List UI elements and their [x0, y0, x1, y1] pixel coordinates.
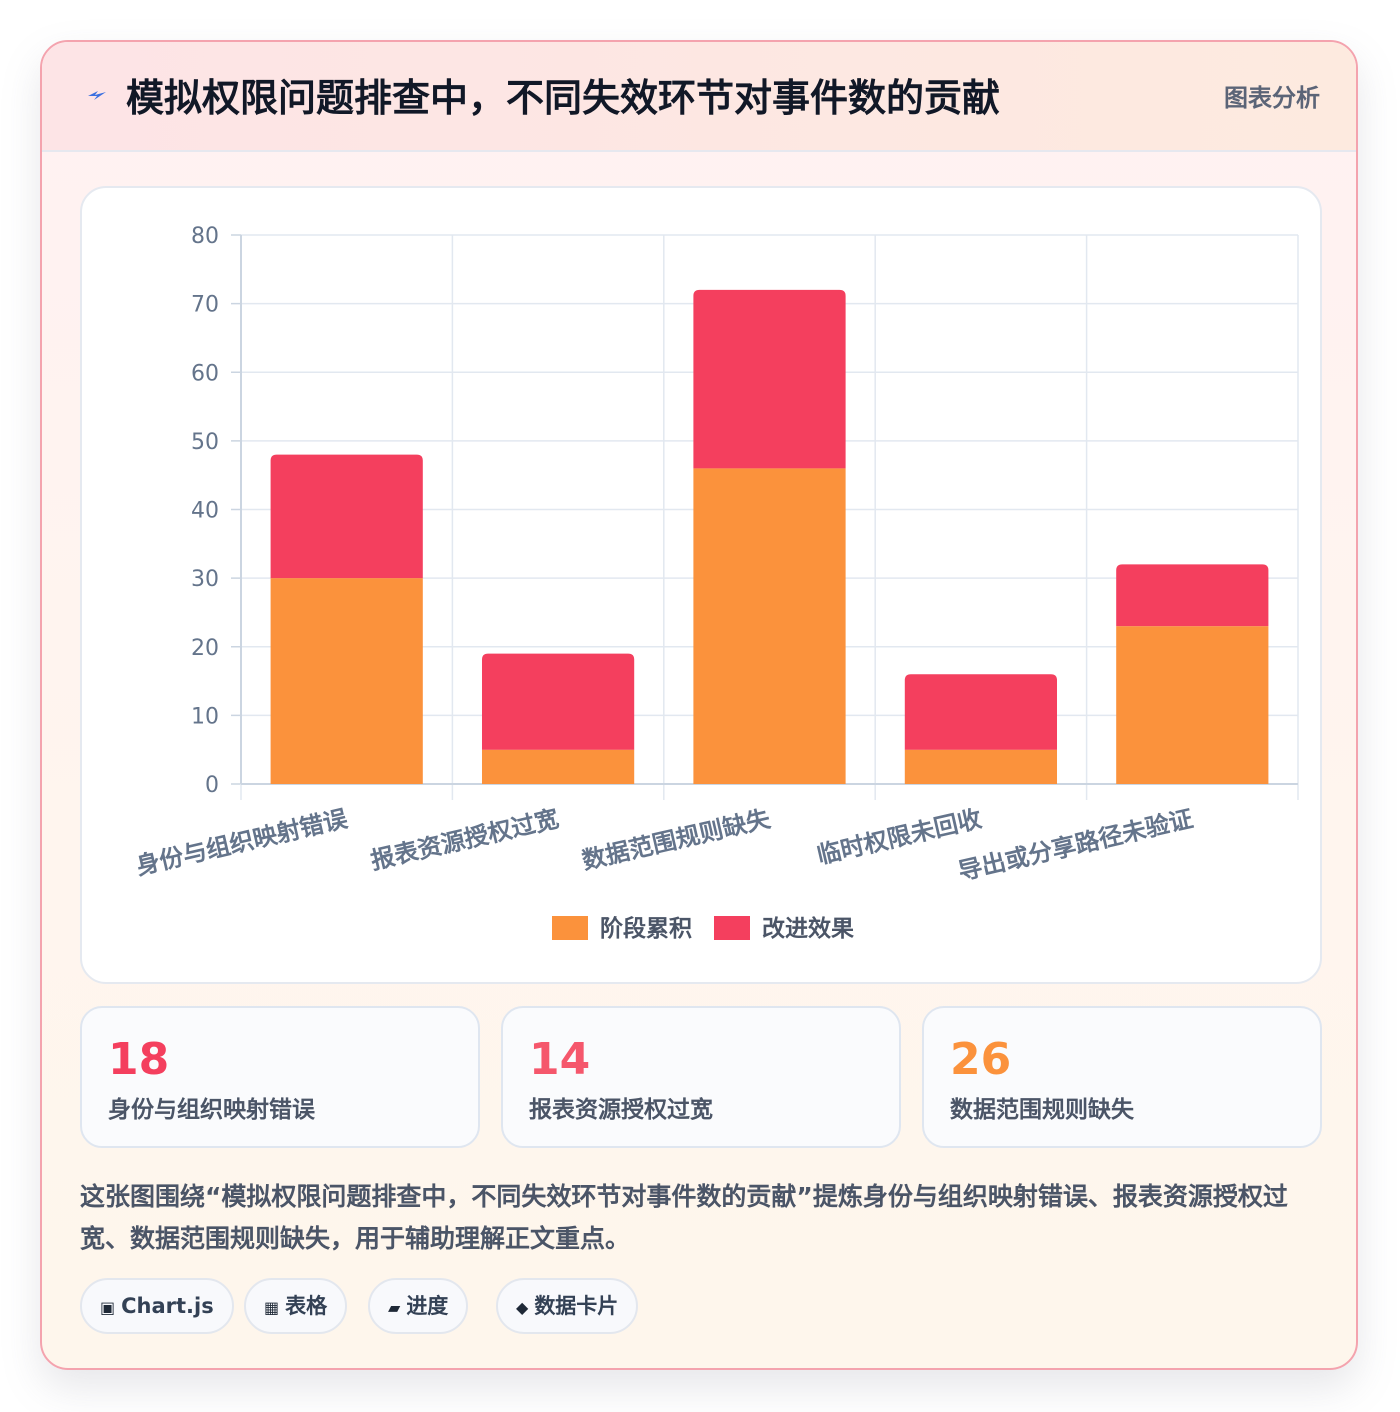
bar-segment [904, 749, 1058, 784]
y-tick-label: 50 [191, 430, 219, 455]
page-title: 模拟权限问题排查中，不同失效环节对事件数的贡献 [126, 76, 1001, 120]
y-tick-label: 70 [191, 293, 219, 318]
stat-card-2: 14 报表资源授权过宽 [501, 1006, 901, 1148]
y-tick-label: 80 [191, 224, 219, 249]
stat-label: 数据范围规则缺失 [950, 1097, 1134, 1123]
stat-value: 26 [950, 1034, 1012, 1085]
progress-icon: ▰ [388, 1298, 401, 1317]
chip-chartjs[interactable]: ▣ Chart.js [80, 1278, 234, 1334]
bar-segment [270, 578, 423, 784]
stat-card-1: 18 身份与组织映射错误 [80, 1006, 480, 1148]
x-tick-label: 数据范围规则缺失 [579, 804, 773, 875]
card-header: 模拟权限问题排查中，不同失效环节对事件数的贡献 图表分析 [42, 42, 1356, 152]
y-tick-label: 20 [191, 636, 219, 661]
y-tick-label: 0 [205, 773, 219, 798]
table-icon: ▦ [264, 1298, 280, 1317]
chip-label: Chart.js [121, 1294, 214, 1318]
chip-table[interactable]: ▦ 表格 [244, 1278, 348, 1334]
chip-progress[interactable]: ▰ 进度 [368, 1278, 469, 1334]
stat-label: 身份与组织映射错误 [108, 1097, 315, 1123]
y-tick-label: 60 [191, 361, 219, 386]
chip-label: 进度 [406, 1294, 449, 1318]
summary-text: 这张图围绕“模拟权限问题排查中，不同失效环节对事件数的贡献”提炼身份与组织映射错… [80, 1182, 1288, 1253]
diamond-icon: ◆ [516, 1298, 529, 1317]
header-tag: 图表分析 [1224, 84, 1320, 112]
x-tick-label: 报表资源授权过宽 [368, 805, 561, 875]
bar-segment [904, 674, 1058, 750]
x-tick-label: 身份与组织映射错误 [133, 804, 351, 880]
x-tick-label: 导出或分享路径未验证 [956, 805, 1196, 886]
chart-icon: ▣ [100, 1298, 116, 1317]
legend-swatch [552, 916, 588, 940]
y-tick-label: 30 [191, 567, 219, 592]
bar-segment [693, 289, 846, 469]
stat-value: 18 [108, 1034, 170, 1085]
legend-label: 阶段累积 [600, 915, 692, 942]
legend-swatch [714, 916, 750, 940]
bar-segment [481, 653, 635, 750]
y-tick-label: 40 [191, 499, 219, 524]
bar-segment [270, 454, 423, 579]
legend-label: 改进效果 [762, 915, 854, 942]
chip-data-card[interactable]: ◆ 数据卡片 [496, 1278, 639, 1334]
chart-container: 0 10 20 30 40 50 60 70 80 身份与组织映射错误 报表资源授权过宽 数据范围规则… [80, 186, 1322, 984]
chip-label: 数据卡片 [534, 1294, 619, 1318]
chart-card: 模拟权限问题排查中，不同失效环节对事件数的贡献 图表分析 0 10 20 30 40 50… [40, 40, 1358, 1370]
bar-segment [481, 749, 635, 784]
stat-value: 14 [529, 1034, 591, 1085]
lightning-icon [84, 80, 110, 110]
y-tick-label: 10 [191, 704, 219, 729]
chip-label: 表格 [285, 1294, 328, 1318]
bar-segment [693, 468, 846, 784]
stat-label: 报表资源授权过宽 [529, 1097, 713, 1123]
stat-card-3: 26 数据范围规则缺失 [922, 1006, 1322, 1148]
stacked-bar-chart: 0 10 20 30 40 50 60 70 80 身份与组织映射错误 报表资源授权过宽 数据范围规则… [133, 224, 1299, 942]
bar-segment [1116, 564, 1269, 627]
bar-segment [1116, 626, 1269, 784]
